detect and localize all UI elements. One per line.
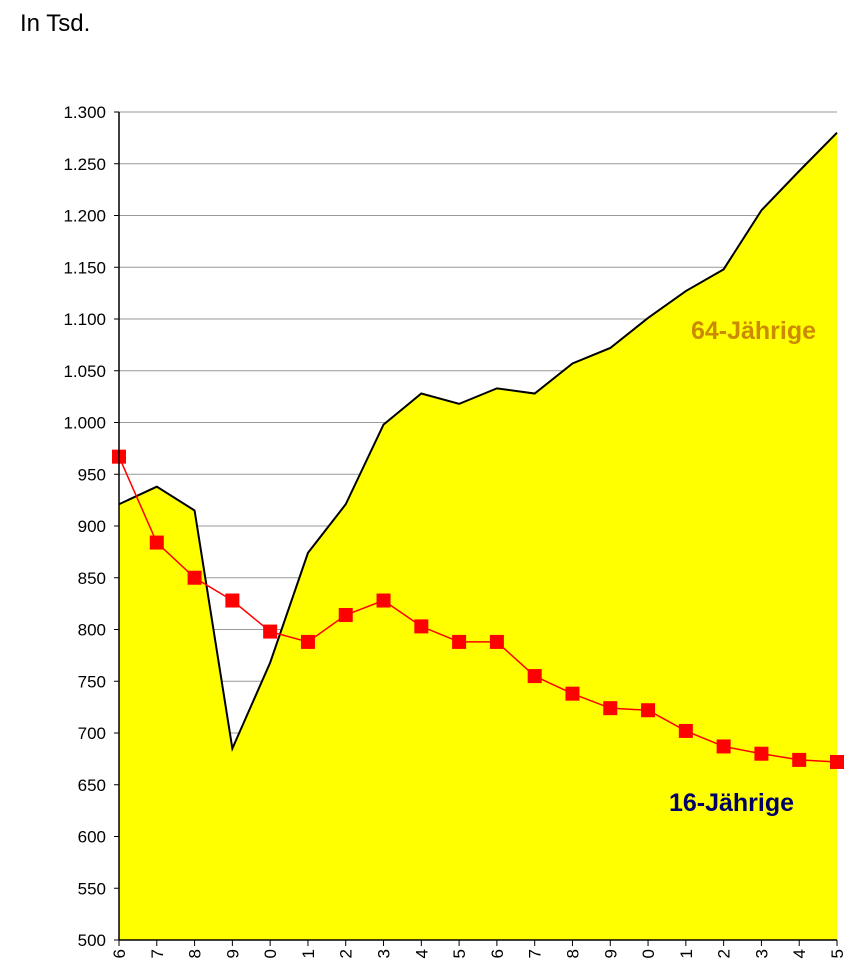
x-tick-label: 1 [299,949,318,958]
chart-title: In Tsd. [20,10,90,37]
y-tick-label: 1.300 [63,103,106,122]
y-tick-label: 800 [78,621,106,640]
x-tick-label: 7 [526,949,545,958]
x-tick-label: 4 [412,949,431,958]
marker [716,739,731,754]
x-tick-label: 0 [261,949,280,958]
x-tick-label: 6 [488,949,507,958]
x-tick-label: 9 [223,949,242,958]
marker [187,570,202,585]
y-tick-label: 1.000 [63,414,106,433]
marker [641,703,656,718]
series-label: 16-Jährige [669,789,794,817]
x-tick-label: 9 [601,949,620,958]
x-tick-label: 2 [715,949,734,958]
x-tick-label: 7 [148,949,167,958]
marker [300,634,315,649]
y-tick-label: 950 [78,465,106,484]
area-edge [118,131,838,753]
y-tick-label: 550 [78,879,106,898]
x-tick-label: 5 [828,949,847,958]
marker [263,624,278,639]
y-tick-label: 1.050 [63,362,106,381]
x-tick-label: 4 [790,949,809,958]
y-tick-label: 1.200 [63,207,106,226]
x-tick-label: 6 [110,949,129,958]
y-tick-label: 750 [78,672,106,691]
marker [527,669,542,684]
x-tick-label: 1 [677,949,696,958]
marker [830,754,844,769]
x-tick-label: 0 [639,949,658,958]
y-tick-label: 700 [78,724,106,743]
y-tick-label: 1.250 [63,155,106,174]
area [119,132,837,940]
x-tick-label: 3 [752,949,771,958]
marker [565,686,580,701]
marker [489,634,504,649]
y-tick-label: 500 [78,931,106,950]
marker [225,593,240,608]
x-tick-label: 5 [450,949,469,958]
y-tick-label: 650 [78,776,106,795]
marker [338,608,353,623]
marker [149,535,164,550]
x-tick-label: 8 [563,949,582,958]
marker [754,746,769,761]
marker [376,593,391,608]
series-label: 64-Jährige [691,317,816,345]
y-tick-label: 850 [78,569,106,588]
y-tick-label: 1.100 [63,310,106,329]
y-tick-label: 1.150 [63,258,106,277]
x-tick-label: 3 [375,949,394,958]
marker [414,619,429,634]
x-tick-label: 2 [337,949,356,958]
marker [452,634,467,649]
x-tick-label: 8 [186,949,205,958]
marker [678,723,693,738]
marker [792,752,807,767]
marker [603,701,618,716]
y-tick-label: 600 [78,828,106,847]
y-tick-label: 900 [78,517,106,536]
